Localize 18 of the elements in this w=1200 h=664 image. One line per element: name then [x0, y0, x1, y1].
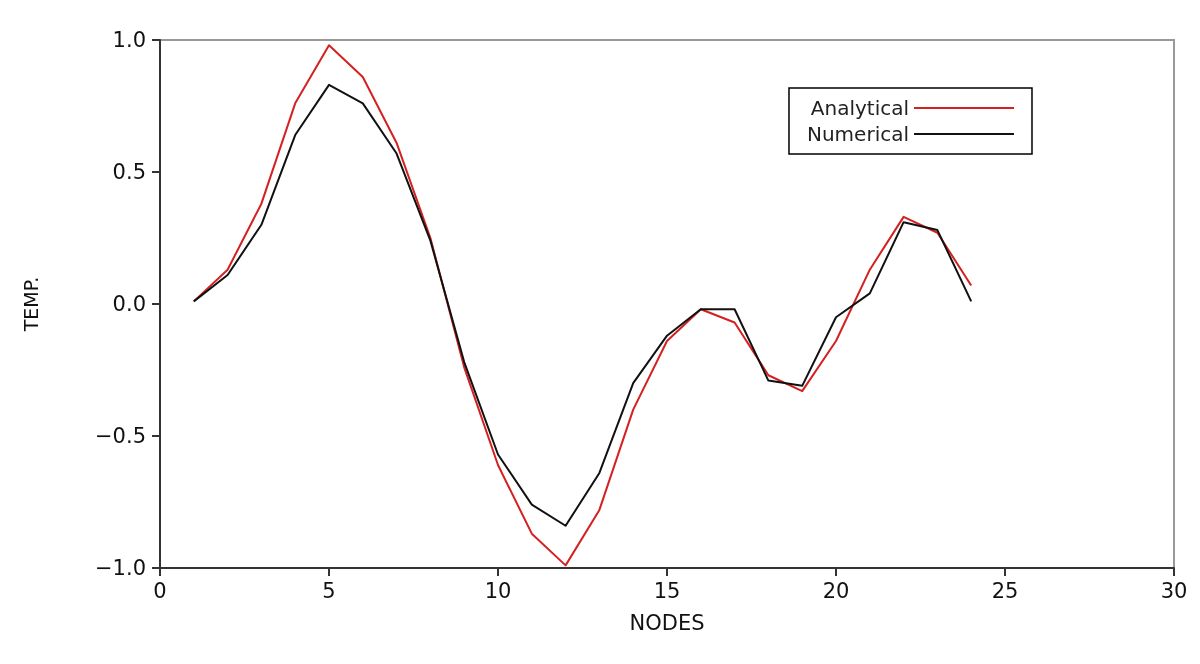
legend-label: Analytical: [810, 96, 909, 120]
x-axis-title: NODES: [629, 610, 705, 635]
x-tick-label: 10: [484, 578, 512, 603]
x-tick-label: 0: [153, 578, 167, 603]
y-tick-label: −0.5: [95, 424, 146, 448]
x-tick-label: 20: [822, 578, 850, 603]
x-tick-label: 25: [991, 578, 1019, 603]
y-tick-label: 1.0: [112, 28, 146, 52]
x-tick-label: 15: [653, 578, 681, 603]
y-tick-label: 0.5: [112, 160, 146, 184]
line-series: [192, 83, 973, 527]
legend-label: Numerical: [806, 122, 909, 146]
x-tick-label: 30: [1160, 578, 1188, 603]
y-tick-label: −1.0: [95, 556, 146, 580]
line-series: [192, 44, 973, 567]
x-tick-label: 5: [322, 578, 336, 603]
y-axis-title: TEMP.: [19, 276, 42, 333]
y-tick-label: 0.0: [112, 292, 146, 316]
